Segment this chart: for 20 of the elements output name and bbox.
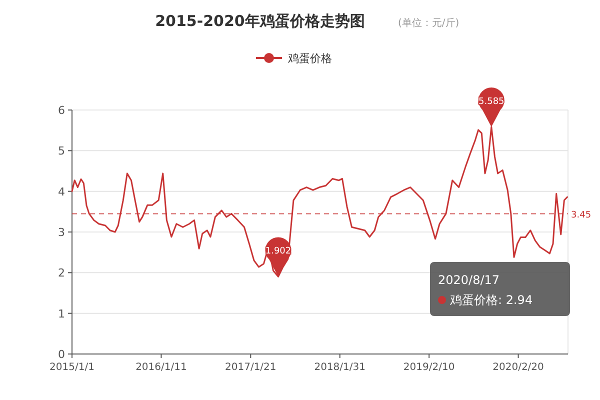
y-tick-label: 2 (58, 266, 65, 280)
chart-title: 2015-2020年鸡蛋价格走势图 (155, 12, 365, 30)
chart-subtitle: (单位：元/斤) (398, 17, 460, 29)
legend-label: 鸡蛋价格 (287, 52, 332, 65)
y-tick-label: 5 (58, 144, 65, 158)
y-tick-label: 6 (58, 104, 65, 117)
x-tick-label: 2017/1/21 (225, 362, 276, 373)
y-tick-label: 1 (58, 307, 65, 320)
annotation: 2020/8/17 鸡蛋价格: 2.94 (438, 273, 533, 307)
x-tick-label: 2018/1/31 (314, 362, 366, 373)
y-tick-label: 4 (58, 185, 65, 198)
x-tick-label: 2015/1/1 (50, 362, 94, 373)
annotation: 5.585 (478, 96, 504, 107)
x-tick-label: 2020/2/20 (492, 362, 544, 373)
y-tick-label: 3 (58, 226, 65, 239)
x-tick-label: 2016/1/11 (136, 362, 187, 373)
y-tick-label: 0 (58, 348, 65, 361)
x-tick-label: 2019/2/10 (403, 362, 455, 373)
annotation: 1.902 (265, 246, 292, 257)
ref-line-label: 3.45 (571, 210, 592, 221)
